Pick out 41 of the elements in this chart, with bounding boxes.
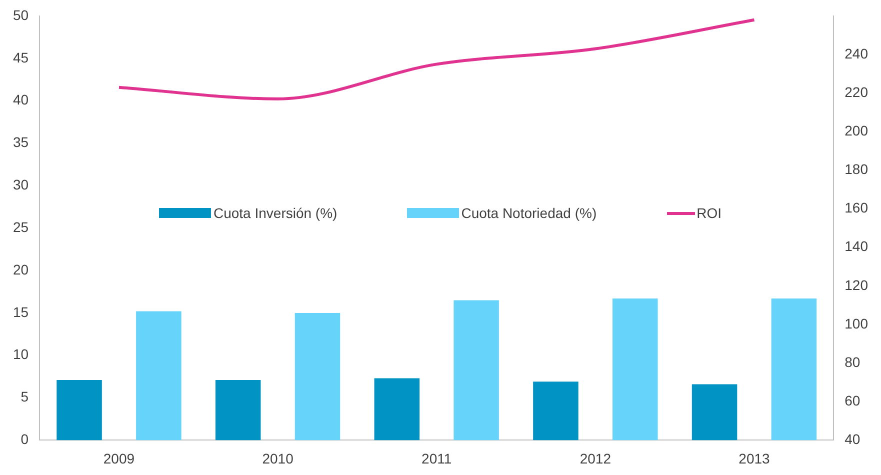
y-tick-label: 40 [12, 92, 29, 108]
y-tick-label: 15 [12, 304, 29, 320]
y2-tick-label: 80 [844, 354, 860, 370]
x-tick-label: 2012 [580, 450, 612, 466]
x-tick-label: 2010 [262, 450, 294, 466]
y-tick-label: 20 [12, 261, 29, 278]
x-tick-label: 2013 [738, 450, 770, 466]
bar [215, 380, 261, 440]
legend-label: Cuota Inversión (%) [213, 205, 338, 221]
y2-tick-label: 120 [844, 276, 868, 293]
bar [136, 311, 182, 440]
bar [56, 380, 102, 440]
y2-tick-label: 180 [844, 161, 868, 178]
y-tick-label: 45 [12, 49, 29, 66]
legend-label: Cuota Notoriedad (%) [461, 205, 597, 221]
y2-tick-label: 220 [844, 84, 868, 100]
y-tick-label: 25 [12, 218, 29, 235]
line-series [117, 18, 756, 100]
y-tick-label: 30 [12, 176, 29, 193]
bar [454, 300, 499, 440]
bar [612, 298, 658, 440]
x-tick-label: 2011 [422, 450, 452, 466]
y2-tick-label: 140 [844, 238, 868, 254]
y2-tick-label: 160 [844, 200, 868, 216]
bar [533, 382, 578, 440]
y2-tick-label: 40 [844, 431, 860, 448]
bar [374, 378, 420, 440]
bar [294, 312, 340, 440]
y-tick-label: 50 [12, 6, 29, 23]
y2-tick-label: 60 [844, 392, 860, 408]
x-tick-label: 2009 [103, 450, 135, 466]
y-tick-label: 35 [12, 134, 29, 150]
legend-label: ROI [696, 205, 722, 221]
bar [692, 384, 738, 440]
y-tick-label: 10 [12, 346, 29, 362]
y2-tick-label: 200 [844, 122, 868, 139]
y2-tick-label: 240 [844, 45, 868, 62]
y-tick-label: 5 [20, 388, 29, 405]
y2-tick-label: 100 [844, 315, 868, 332]
bar [771, 298, 817, 440]
y-tick-label: 0 [20, 431, 29, 448]
